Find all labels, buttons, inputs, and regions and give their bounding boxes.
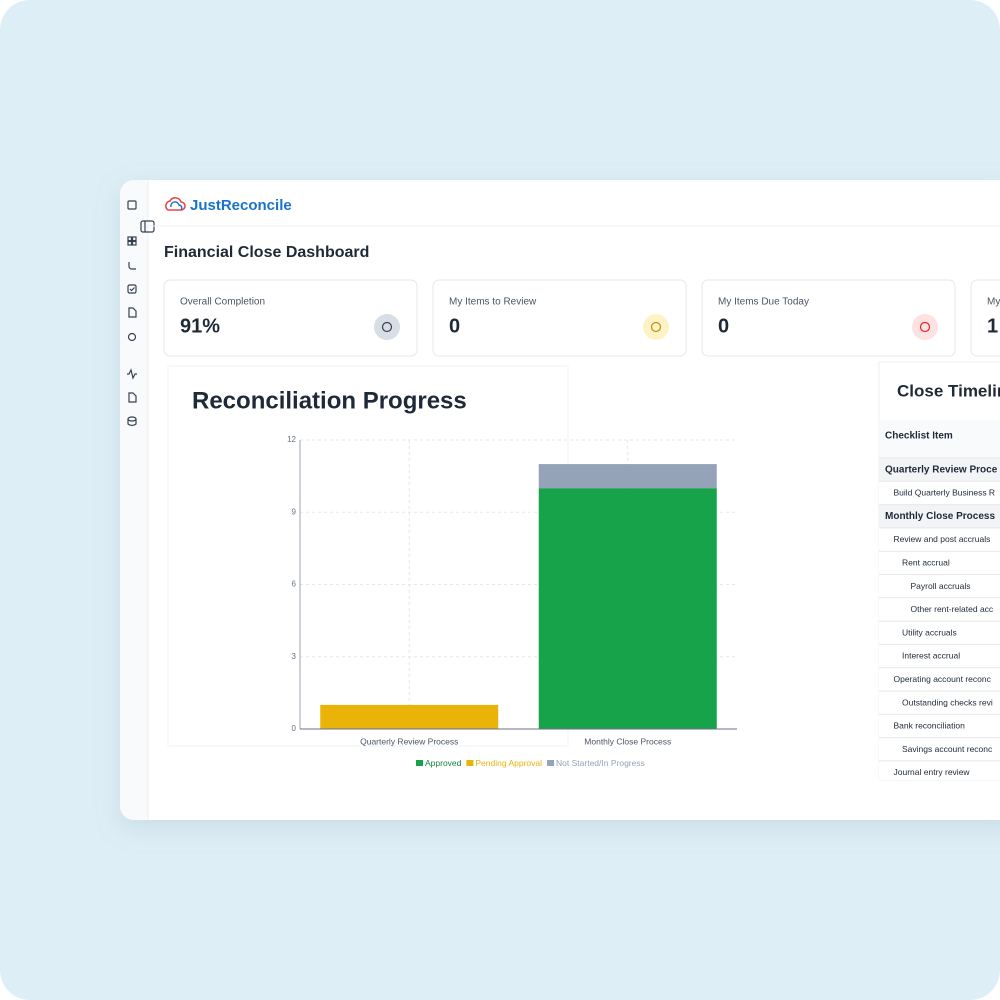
stat-value: 0 bbox=[449, 315, 460, 337]
table-row bbox=[879, 504, 1000, 528]
stat-label: Overall Completion bbox=[180, 297, 265, 308]
sidebar-icons bbox=[127, 200, 137, 427]
table-row bbox=[879, 574, 1000, 598]
table-row bbox=[879, 737, 1000, 761]
stat-icon bbox=[912, 314, 938, 340]
table-row bbox=[879, 458, 1000, 482]
y-tick-label: 6 bbox=[292, 580, 297, 589]
stat-icon bbox=[374, 314, 400, 340]
table-header-label: Checklist Item bbox=[885, 431, 953, 442]
stat-card bbox=[163, 279, 418, 357]
icon-grid[interactable] bbox=[127, 236, 133, 242]
y-tick-label: 12 bbox=[287, 435, 296, 444]
table-row bbox=[879, 760, 1000, 780]
logo[interactable]: JustReconcile bbox=[190, 197, 292, 214]
table-row bbox=[879, 621, 1000, 645]
stat-value: 0 bbox=[718, 315, 729, 337]
table-cell: Interest accrual bbox=[902, 651, 960, 661]
timeline-title: Close Timelin bbox=[897, 381, 1000, 400]
page-title: Financial Close Dashboard bbox=[164, 244, 369, 261]
table-cell: Bank reconciliation bbox=[894, 721, 966, 731]
stat-label: My Items Due Today bbox=[718, 297, 809, 308]
bar-segment bbox=[538, 488, 717, 729]
table-cell: Outstanding checks revi bbox=[902, 697, 993, 707]
table-cell: Build Quarterly Business R bbox=[894, 488, 996, 498]
legend-swatch bbox=[547, 760, 555, 766]
bar-segment bbox=[320, 704, 499, 729]
y-tick-label: 9 bbox=[292, 507, 297, 516]
stat-card bbox=[432, 279, 687, 357]
stat-label: My Items to Review bbox=[449, 297, 537, 308]
x-tick-label: Monthly Close Process bbox=[584, 736, 671, 746]
stat-label: My bbox=[987, 297, 1000, 308]
legend-label: Pending Approval bbox=[475, 758, 542, 768]
icon-flow[interactable] bbox=[128, 262, 136, 270]
bar-segment bbox=[538, 464, 717, 489]
table-row bbox=[879, 644, 1000, 668]
x-tick-label: Quarterly Review Process bbox=[360, 736, 458, 746]
table-cell: Other rent-related acc bbox=[911, 604, 994, 614]
icon-report[interactable] bbox=[128, 392, 137, 403]
chart-panel bbox=[167, 365, 569, 747]
stat-icon-glyph bbox=[919, 321, 931, 333]
table-header bbox=[879, 420, 1000, 458]
sidebar bbox=[120, 180, 148, 820]
stat-icon bbox=[643, 314, 669, 340]
icon-settings[interactable] bbox=[127, 332, 137, 342]
logo-icon bbox=[165, 197, 186, 211]
table-row bbox=[879, 551, 1000, 575]
stat-value: 91% bbox=[180, 315, 220, 337]
chart-title: Reconciliation Progress bbox=[192, 387, 467, 414]
table-row bbox=[879, 597, 1000, 622]
stat-value: 1 bbox=[987, 315, 998, 337]
table-cell: Operating account reconc bbox=[894, 674, 992, 684]
table-row bbox=[879, 691, 1000, 715]
stat-card bbox=[701, 279, 956, 357]
legend-swatch bbox=[466, 760, 474, 766]
icon-doc[interactable] bbox=[128, 307, 137, 318]
legend-label: Not Started/In Progress bbox=[556, 758, 645, 768]
table-cell: Savings account reconc bbox=[902, 744, 993, 754]
icon-check[interactable] bbox=[127, 284, 137, 294]
legend-swatch bbox=[416, 760, 423, 766]
icon-activity[interactable] bbox=[127, 368, 137, 380]
table-row bbox=[879, 527, 1000, 552]
legend-label: Approved bbox=[425, 758, 462, 768]
table-cell: Quarterly Review Proce bbox=[885, 465, 998, 476]
table-cell: Review and post accruals bbox=[894, 534, 991, 544]
table-cell: Monthly Close Process bbox=[885, 511, 995, 522]
table-cell: Payroll accruals bbox=[911, 581, 971, 591]
stat-card bbox=[970, 279, 1000, 357]
table-cell: Journal entry review bbox=[894, 767, 971, 777]
table-cell: Rent accrual bbox=[902, 557, 950, 567]
table-row bbox=[879, 714, 1000, 738]
y-tick-label: 3 bbox=[292, 652, 297, 661]
stat-icon-glyph bbox=[381, 321, 393, 333]
table-row bbox=[879, 481, 1000, 505]
icon-calendar[interactable] bbox=[127, 200, 137, 210]
stat-icon-glyph bbox=[650, 321, 662, 333]
table-row bbox=[879, 667, 1000, 691]
table-cell: Utility accruals bbox=[902, 627, 957, 637]
y-tick-label: 0 bbox=[292, 724, 297, 733]
